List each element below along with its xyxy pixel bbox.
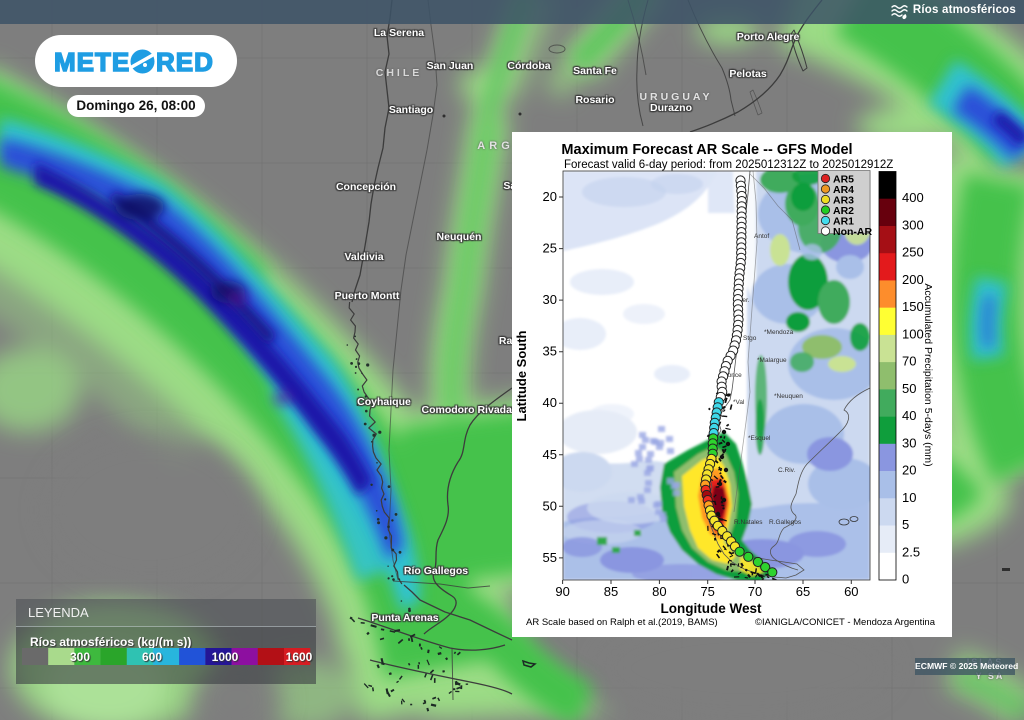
svg-text:90: 90 [555, 584, 569, 599]
svg-text:20: 20 [902, 463, 916, 478]
svg-text:2.5: 2.5 [902, 544, 920, 559]
svg-text:Longitude West: Longitude West [661, 601, 762, 616]
svg-text:©IANIGLA/CONICET - Mendoza Arg: ©IANIGLA/CONICET - Mendoza Argentina [755, 617, 936, 628]
svg-text:AR3: AR3 [833, 195, 854, 207]
svg-text:30: 30 [543, 292, 557, 307]
svg-text:Antof: Antof [754, 233, 769, 240]
svg-text:Maximum Forecast AR Scale -- G: Maximum Forecast AR Scale -- GFS Model [561, 142, 852, 158]
svg-text:0: 0 [902, 572, 909, 587]
svg-text:400: 400 [902, 190, 924, 205]
svg-text:70: 70 [748, 584, 762, 599]
svg-text:*Esquel: *Esquel [748, 435, 771, 442]
svg-text:300: 300 [70, 650, 90, 664]
svg-text:*Val: *Val [733, 399, 745, 406]
svg-text:85: 85 [604, 584, 618, 599]
svg-text:45: 45 [543, 447, 557, 462]
svg-text:1000: 1000 [212, 650, 239, 664]
svg-text:R.Gallegos: R.Gallegos [769, 519, 802, 526]
svg-text:50: 50 [902, 381, 916, 396]
svg-text:Forecast valid 6-day period: f: Forecast valid 6-day period: from 202501… [564, 159, 893, 171]
svg-text:40: 40 [902, 408, 916, 423]
svg-text:50: 50 [543, 498, 557, 513]
svg-text:65: 65 [796, 584, 810, 599]
svg-text:Conce: Conce [723, 372, 742, 379]
svg-text:30: 30 [902, 435, 916, 450]
svg-text:*Neuquen: *Neuquen [774, 393, 803, 400]
svg-text:10: 10 [902, 490, 916, 505]
svg-text:100: 100 [902, 326, 924, 341]
svg-text:35: 35 [543, 344, 557, 359]
svg-text:R.Natales: R.Natales [734, 519, 763, 526]
svg-text:Latitude South: Latitude South [514, 330, 529, 421]
svg-text:150: 150 [902, 299, 924, 314]
svg-text:C.Riv.: C.Riv. [778, 467, 795, 474]
svg-text:1600: 1600 [286, 650, 313, 664]
svg-text:*Mendoza: *Mendoza [764, 329, 794, 336]
svg-text:300: 300 [902, 218, 924, 233]
svg-text:*Malargue: *Malargue [757, 357, 787, 364]
svg-text:600: 600 [142, 650, 162, 664]
svg-text:Ser.: Ser. [738, 297, 750, 304]
svg-text:80: 80 [652, 584, 666, 599]
svg-text:40: 40 [543, 395, 557, 410]
svg-text:AR Scale based on Ralph et al.: AR Scale based on Ralph et al.(2019, BAM… [526, 617, 718, 628]
svg-text:Non-AR: Non-AR [833, 226, 872, 238]
svg-text:200: 200 [902, 272, 924, 287]
svg-text:70: 70 [902, 354, 916, 369]
svg-text:METE: METE [54, 47, 130, 77]
svg-text:Stgo: Stgo [743, 335, 757, 342]
svg-text:20: 20 [543, 189, 557, 204]
svg-text:5: 5 [902, 517, 909, 532]
svg-text:AR4: AR4 [833, 184, 854, 196]
svg-text:250: 250 [902, 245, 924, 260]
svg-text:RED: RED [156, 47, 214, 77]
svg-text:Accumulated Precipitation 5-da: Accumulated Precipitation 5-days (mm) [922, 283, 934, 466]
svg-text:60: 60 [844, 584, 858, 599]
svg-text:AR5: AR5 [833, 174, 854, 186]
svg-text:AR2: AR2 [833, 205, 854, 217]
svg-text:AR1: AR1 [833, 216, 854, 228]
svg-text:55: 55 [543, 550, 557, 565]
svg-text:75: 75 [700, 584, 714, 599]
svg-text:25: 25 [543, 241, 557, 256]
